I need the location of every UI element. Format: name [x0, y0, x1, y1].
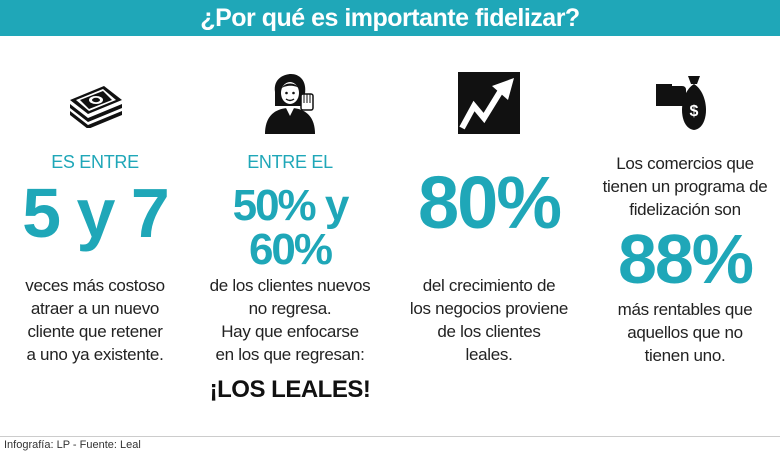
- intro-line: tienen un programa de: [602, 177, 768, 196]
- intro-line: Los comercios que: [616, 154, 754, 173]
- stat-value-2-line-1: 50% y: [232, 181, 350, 230]
- woman-stop-hand-icon: [259, 72, 321, 134]
- footer-divider: [0, 436, 780, 437]
- stat-column-3: 80% del crecimiento de los negocios prov…: [394, 60, 584, 420]
- description-line: a uno ya existente.: [26, 345, 164, 364]
- description-line: de los clientes: [437, 322, 541, 341]
- description-line: tienen uno.: [644, 346, 726, 365]
- stat-kicker-2: ENTRE EL: [247, 152, 333, 172]
- description-line: del crecimiento de: [422, 276, 556, 295]
- description-line: Hay que enfocarse: [221, 322, 359, 341]
- stat-value-2-line-2: 60%: [248, 225, 333, 274]
- description-line: cliente que retener: [27, 322, 163, 341]
- stat-description-4: más rentables que aquellos que no tienen…: [590, 298, 780, 367]
- description-line: veces más costoso: [25, 276, 165, 295]
- stat-value-4: 88%: [617, 220, 754, 298]
- description-line: atraer a un nuevo: [30, 299, 160, 318]
- growth-arrow-icon: [458, 72, 520, 134]
- svg-text:$: $: [690, 103, 699, 120]
- page-title: ¿Por qué es importante fidelizar?: [200, 3, 580, 32]
- stat-description-3: del crecimiento de los negocios proviene…: [394, 274, 584, 366]
- description-line: de los clientes nuevos: [209, 276, 371, 295]
- stat-description-2: de los clientes nuevos no regresa. Hay q…: [195, 274, 385, 366]
- description-line: aquellos que no: [627, 323, 743, 342]
- money-bag-hand-icon: $: [654, 72, 716, 134]
- intro-line: fidelización son: [629, 200, 741, 219]
- loyal-emphasis: ¡LOS LEALES!: [209, 376, 371, 403]
- money-stack-icon: [64, 72, 126, 134]
- description-line: más rentables que: [617, 300, 753, 319]
- description-line: no regresa.: [248, 299, 332, 318]
- stat-column-2: ENTRE EL 50% y 60% de los clientes nuevo…: [195, 60, 385, 420]
- stat-value-1: 5 y 7: [22, 174, 170, 252]
- stat-kicker-1: ES ENTRE: [51, 152, 139, 172]
- stat-column-4: $ Los comercios que tienen un programa d…: [590, 60, 780, 420]
- stat-description-1: veces más costoso atraer a un nuevo clie…: [0, 274, 190, 366]
- stat-value-3: 80%: [417, 161, 562, 244]
- stat-intro-4: Los comercios que tienen un programa de …: [590, 152, 780, 221]
- stat-column-1: ES ENTRE 5 y 7 veces más costoso atraer …: [0, 60, 190, 420]
- source-credit: Infografía: LP - Fuente: Leal: [4, 439, 141, 451]
- description-line: en los que regresan:: [215, 345, 365, 364]
- description-line: leales.: [465, 345, 513, 364]
- page-title-bar: ¿Por qué es importante fidelizar?: [0, 0, 780, 36]
- description-line: los negocios proviene: [409, 299, 569, 318]
